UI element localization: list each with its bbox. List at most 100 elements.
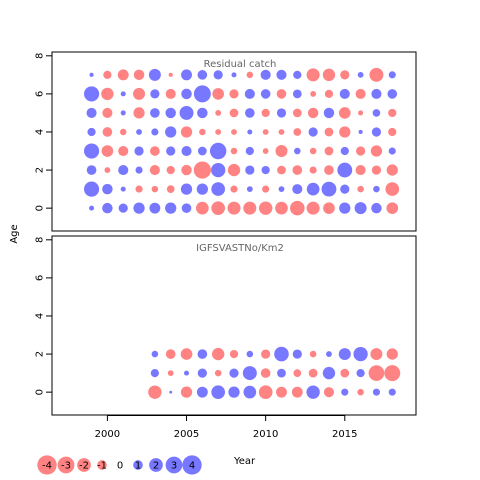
bubble <box>165 349 176 359</box>
bubble <box>180 183 193 195</box>
bubble <box>227 163 241 177</box>
bubble <box>180 348 193 360</box>
bubble <box>229 368 239 378</box>
x-axis: 2000 2005 2010 2015 <box>95 415 358 440</box>
bubble <box>245 165 255 175</box>
legend-bubble <box>97 460 107 470</box>
bubble <box>371 165 382 175</box>
bubble <box>353 346 368 362</box>
bubble <box>260 368 271 378</box>
panel-title: Residual catch <box>204 59 277 70</box>
bubble <box>258 201 273 215</box>
bubble <box>120 110 126 116</box>
bubble <box>150 89 160 99</box>
bubble <box>149 165 160 176</box>
bubble <box>212 347 225 361</box>
bubble <box>229 349 239 359</box>
bubble <box>209 142 227 160</box>
bubble <box>292 108 302 118</box>
bubble <box>229 89 239 99</box>
bubble <box>340 70 350 80</box>
bubble <box>196 183 208 195</box>
bubble <box>358 110 364 116</box>
bubble <box>306 68 320 82</box>
bubble <box>213 70 223 80</box>
bubble <box>215 110 222 116</box>
bubble <box>87 127 96 137</box>
legend-bubble <box>57 456 75 474</box>
bubble <box>386 202 399 214</box>
bubble <box>260 69 271 80</box>
bubble <box>212 88 224 100</box>
bubble <box>89 72 94 77</box>
legend-label: 3 <box>171 461 177 472</box>
panels: Residual catch 0 2 4 6 8 IGFSVASTNo/Km2 0 2 4 6 8 <box>35 51 417 416</box>
bubble <box>151 128 159 136</box>
bubble <box>306 201 320 215</box>
bubble <box>276 69 287 80</box>
bubble <box>278 129 285 135</box>
bubble <box>117 69 129 81</box>
y-tick-label: 2 <box>35 351 46 357</box>
panel-1: Residual catch 0 2 4 6 8 <box>35 51 417 232</box>
bubble <box>245 108 255 118</box>
bubble <box>388 127 397 137</box>
y-tick-label: 2 <box>35 167 46 173</box>
bubble <box>262 129 269 135</box>
bubble <box>386 348 398 360</box>
bubble <box>231 129 237 135</box>
bubble <box>357 388 364 396</box>
bubble <box>340 368 350 378</box>
bubble <box>197 107 208 119</box>
bubble <box>337 162 353 178</box>
bubble <box>340 184 350 194</box>
bubble <box>308 127 318 137</box>
legend-label: -4 <box>42 461 52 472</box>
bubble <box>321 181 337 197</box>
bubble <box>211 201 225 215</box>
bubble <box>168 72 173 77</box>
x-tick-label: 2000 <box>95 429 120 440</box>
x-axis-label: Year <box>233 456 256 467</box>
bubble <box>150 146 160 156</box>
bubble <box>230 185 238 193</box>
bubble <box>322 366 336 380</box>
bubble <box>84 143 100 159</box>
bubble <box>84 181 100 197</box>
legend-label: -1 <box>97 461 107 472</box>
bubble <box>151 350 159 358</box>
bubble <box>326 351 332 357</box>
bubble <box>371 202 382 214</box>
legend-bubble <box>165 456 183 474</box>
bubble <box>104 167 111 173</box>
bubble <box>165 88 176 99</box>
bubble <box>242 366 257 381</box>
bubble <box>180 386 193 398</box>
bubble <box>118 165 129 176</box>
bubble <box>275 145 288 158</box>
bubble <box>148 68 161 81</box>
y-tick-label: 0 <box>35 205 46 211</box>
bubble <box>118 203 128 213</box>
bubble <box>180 126 193 138</box>
bubble <box>292 349 302 359</box>
bubble <box>197 349 208 359</box>
bubble <box>308 368 318 378</box>
bubble <box>324 127 334 137</box>
bubble <box>324 89 334 99</box>
bubble <box>181 203 192 213</box>
bubble <box>196 201 209 215</box>
bubble <box>120 186 126 192</box>
bubble <box>197 146 207 156</box>
bubble <box>357 185 364 193</box>
y-axis: 0 2 4 6 8 <box>35 237 52 395</box>
bubble <box>102 183 113 195</box>
bubble <box>244 88 255 99</box>
bubble <box>340 146 349 156</box>
bubble <box>84 86 100 102</box>
bubble <box>306 385 320 399</box>
bubble <box>246 71 254 79</box>
bubble <box>339 88 350 99</box>
bubble <box>211 182 225 196</box>
bubble <box>133 107 145 119</box>
